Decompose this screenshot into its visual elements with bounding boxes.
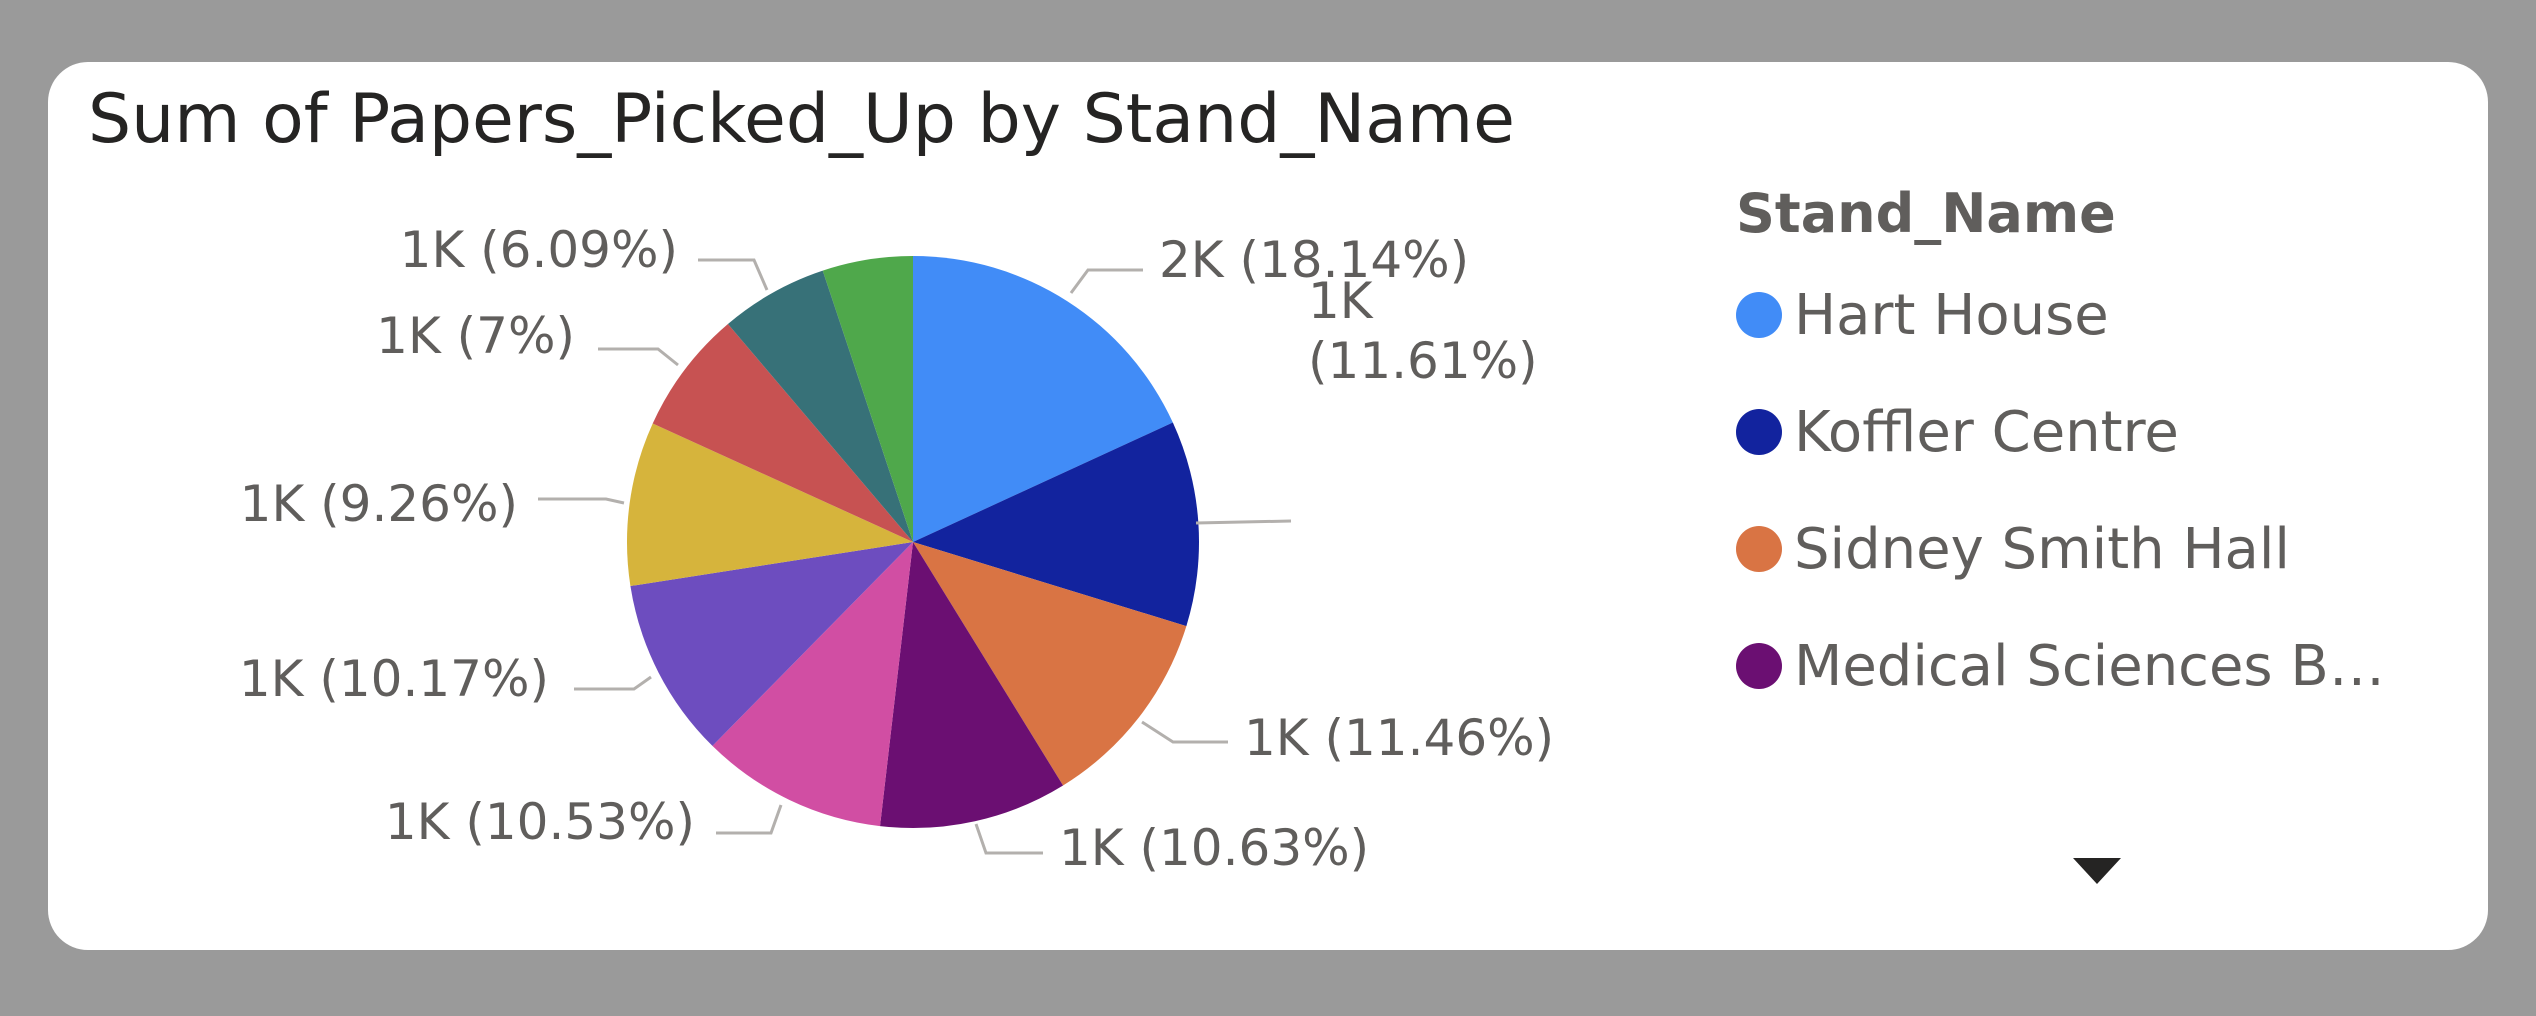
legend-item-hart-house[interactable]: Hart House [1736, 257, 2456, 374]
data-label: 1K (10.63%) [1059, 819, 1369, 877]
pie-slice-3[interactable] [913, 542, 1187, 786]
pie-slice-6[interactable] [630, 542, 913, 746]
legend-scroll-down-icon[interactable] [2073, 858, 2121, 884]
legend-dot-icon [1736, 409, 1782, 456]
legend: Stand_Name Hart House Koffler Centre Sid… [1736, 182, 2456, 942]
data-label: 1K (6.09%) [400, 221, 678, 279]
legend-item-medical-sciences[interactable]: Medical Sciences Bu... [1736, 608, 2456, 725]
legend-dot-icon [1736, 643, 1782, 690]
data-label: 1K (11.61%) [1308, 272, 1538, 390]
chart-card: Sum of Papers_Picked_Up by Stand_Name 2K… [48, 62, 2488, 950]
legend-label: Koffler Centre [1794, 399, 2179, 465]
legend-dot-icon [1736, 292, 1782, 339]
leader-line [598, 347, 679, 367]
leader-line [574, 675, 652, 691]
data-label: 1K (10.17%) [239, 650, 549, 708]
legend-item-koffler-centre[interactable]: Koffler Centre [1736, 374, 2456, 491]
leader-line [1195, 519, 1292, 525]
leader-line [1069, 268, 1143, 294]
pie-slice-8[interactable] [652, 323, 913, 542]
leader-line [1141, 720, 1228, 744]
pie-slice-5[interactable] [712, 542, 913, 827]
data-label: 1K (10.53%) [385, 793, 695, 851]
leader-line [974, 823, 1043, 855]
pie-chart: 2K (18.14%)1K (11.61%) 1K (11.46%) 1K (10.6… [239, 221, 1554, 877]
data-labels: 2K (18.14%)1K (11.61%) 1K (11.46%) 1K (10.6… [239, 221, 1554, 877]
pie-slice-10[interactable] [822, 256, 913, 542]
pie-slice-7[interactable] [627, 423, 913, 587]
pie-slice-1[interactable] [913, 256, 1173, 542]
legend-item-sidney-smith-hall[interactable]: Sidney Smith Hall [1736, 491, 2456, 608]
pie-slice-4[interactable] [880, 542, 1064, 828]
legend-dot-icon [1736, 526, 1782, 573]
legend-items: Hart House Koffler Centre Sidney Smith H… [1736, 257, 2456, 725]
legend-label: Hart House [1794, 282, 2109, 348]
data-label: 1K (9.26%) [240, 475, 518, 533]
legend-label: Sidney Smith Hall [1794, 516, 2290, 582]
leader-line [716, 804, 783, 835]
leader-line [538, 497, 625, 505]
legend-title: Stand_Name [1736, 182, 2116, 245]
data-label: 1K (7%) [376, 307, 575, 365]
data-label: 2K (18.14%) [1159, 231, 1469, 289]
pie-slice-9[interactable] [727, 270, 913, 542]
pie-slices [627, 256, 1200, 828]
pie-slice-2[interactable] [913, 422, 1200, 627]
legend-label: Medical Sciences Bu... [1794, 633, 2414, 699]
chart-title: Sum of Papers_Picked_Up by Stand_Name [88, 80, 1515, 159]
leader-line [698, 258, 769, 291]
data-label: 1K (11.46%) [1244, 709, 1554, 767]
